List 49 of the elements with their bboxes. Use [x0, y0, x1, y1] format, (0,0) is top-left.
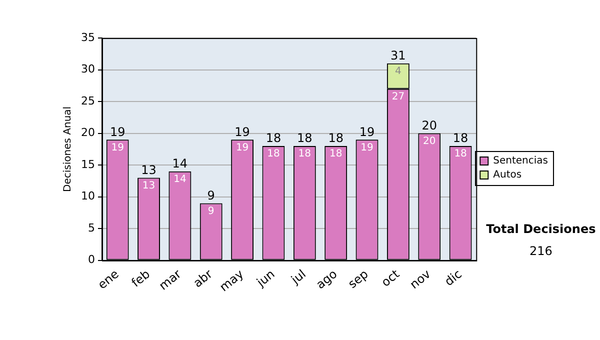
- data-label: 19: [111, 142, 124, 154]
- data-label: 19: [360, 142, 374, 154]
- total-label: 19: [234, 124, 250, 139]
- data-label: 18: [454, 148, 467, 160]
- total-label: 19: [359, 124, 375, 139]
- data-label: 14: [174, 174, 186, 186]
- y-tick-label: 15: [80, 158, 95, 171]
- y-tick-label: 20: [80, 126, 95, 140]
- data-label: 18: [329, 148, 342, 160]
- x-tick-label: ene: [95, 266, 122, 292]
- x-tick-label: nov: [407, 266, 434, 292]
- total-label: 18: [297, 131, 312, 146]
- x-tick-label: jun: [253, 266, 278, 290]
- data-label: 4: [395, 66, 402, 78]
- y-tick-label: 30: [80, 62, 95, 76]
- x-tick-label: sep: [346, 266, 371, 292]
- total-label: 9: [207, 188, 215, 202]
- x-tick-label: jul: [288, 266, 308, 288]
- data-label: 20: [423, 136, 436, 147]
- data-label: 18: [267, 148, 280, 160]
- y-tick-label: 0: [88, 253, 95, 266]
- y-tick-label: 10: [80, 190, 95, 203]
- text: Total Decisiones: [486, 222, 596, 236]
- total-label: 31: [390, 48, 406, 63]
- data-label: 19: [236, 142, 249, 154]
- x-tick-label: oct: [378, 266, 402, 290]
- x-tick-label: abr: [190, 266, 216, 290]
- total-label: 13: [141, 162, 156, 177]
- total-label: 18: [266, 131, 282, 146]
- x-tick-label: mar: [156, 266, 184, 293]
- data-label: 9: [208, 206, 214, 217]
- data-label: 18: [298, 148, 312, 160]
- legend-label: Sentencias: [493, 156, 548, 167]
- y-axis-title: Decisiones Anual: [62, 106, 74, 192]
- legend-label: Autos: [493, 170, 522, 181]
- x-tick-label: feb: [128, 266, 153, 290]
- text: 216: [529, 244, 552, 258]
- data-label: 27: [392, 91, 405, 102]
- y-tick-label: 5: [88, 221, 95, 234]
- data-label: 13: [142, 180, 156, 192]
- y-tick-label: 25: [80, 94, 95, 108]
- x-tick-label: dic: [442, 266, 464, 289]
- x-tick-label: ago: [314, 266, 340, 292]
- y-tick-label: 35: [80, 30, 95, 44]
- total-label: 18: [328, 131, 344, 146]
- total-label: 18: [452, 131, 468, 146]
- total-label: 14: [172, 156, 188, 171]
- total-label: 20: [422, 118, 438, 132]
- total-label: 19: [110, 124, 126, 139]
